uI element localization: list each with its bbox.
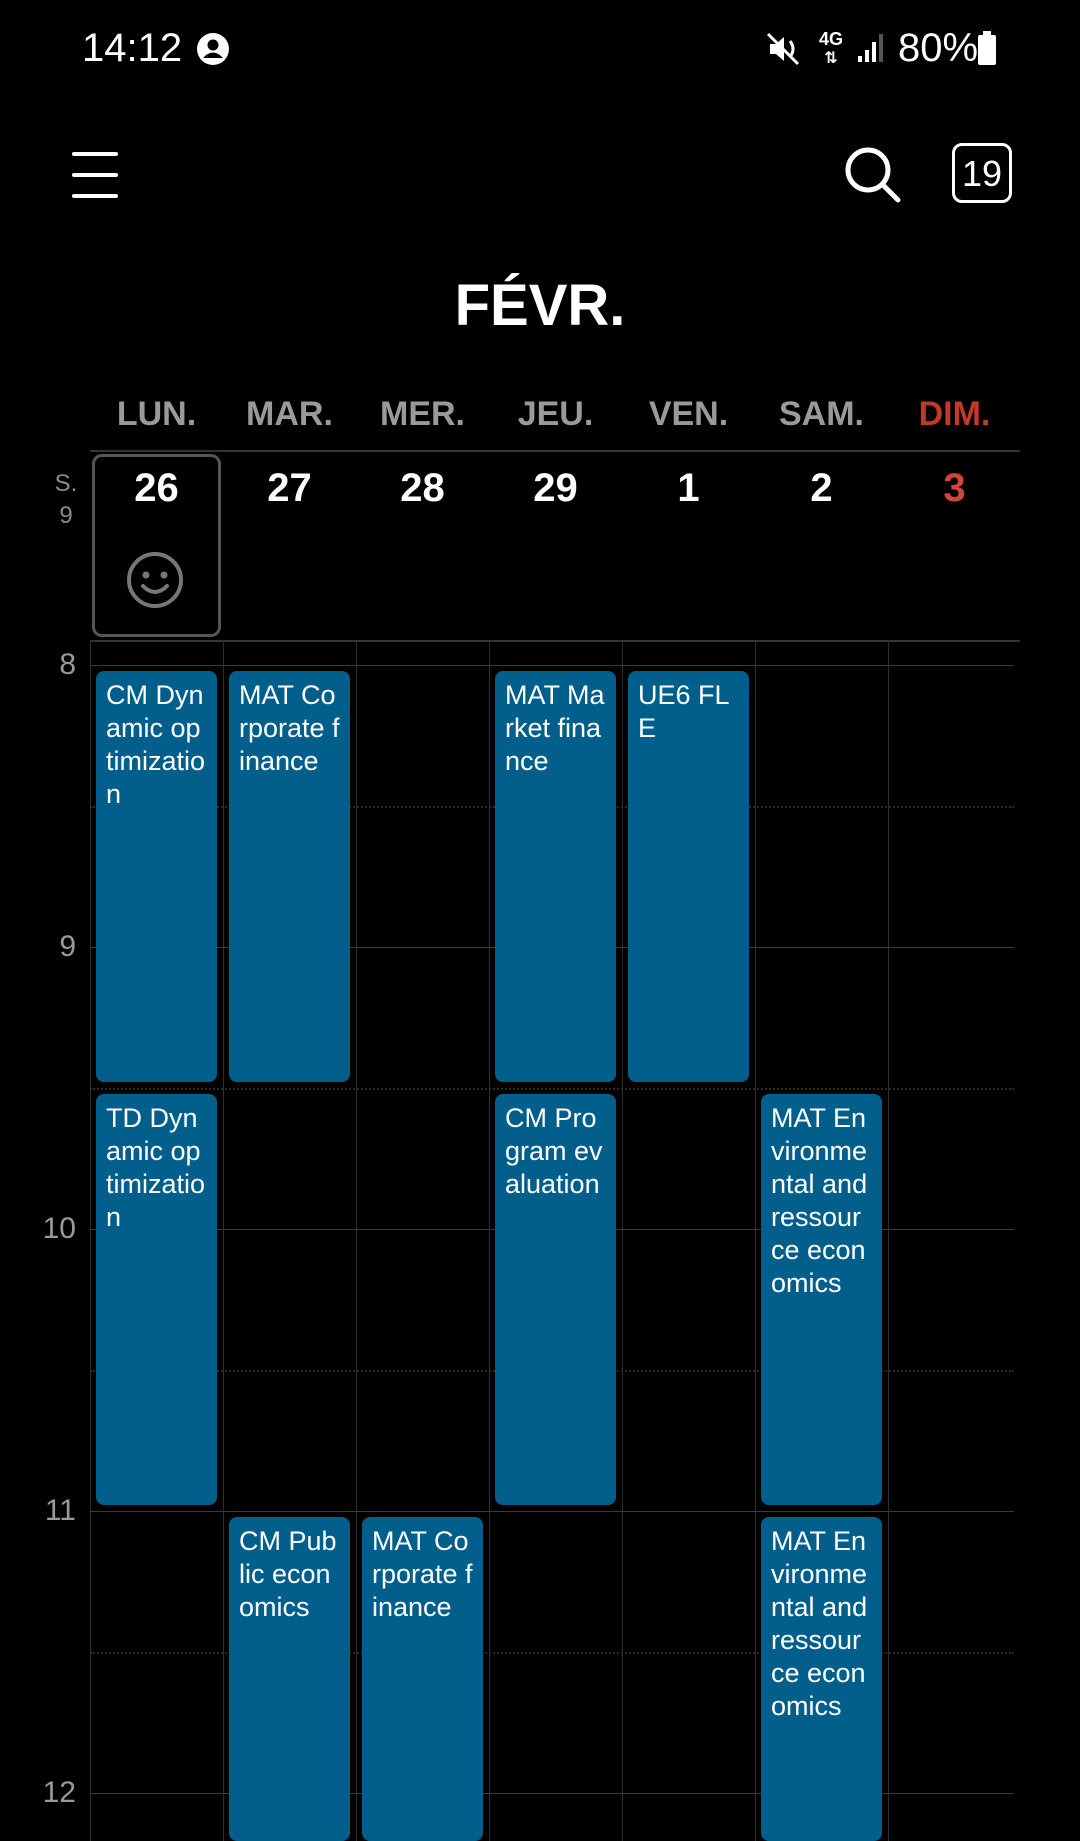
day-name-tue: MAR. <box>246 395 333 433</box>
hour-label: 9 <box>59 930 76 963</box>
day-num-sun[interactable]: 3 <box>943 466 966 510</box>
header-divider <box>90 450 1020 452</box>
network-4g-icon: 4G ⇅ <box>818 29 843 67</box>
event-block[interactable]: MAT Corporate finance <box>362 1517 483 1841</box>
hour-label: 11 <box>44 1494 76 1527</box>
grid-column-line <box>90 640 91 1841</box>
battery-icon <box>978 31 996 65</box>
account-icon <box>197 33 229 65</box>
half-hour-line <box>90 1652 1014 1654</box>
hour-line <box>90 1793 1014 1794</box>
smiley-icon <box>127 552 183 608</box>
event-block[interactable]: TD Dynamic optimization <box>96 1094 217 1505</box>
grid-column-line <box>755 640 756 1841</box>
event-block[interactable]: MAT Market finance <box>495 671 616 1082</box>
grid-column-line <box>356 640 357 1841</box>
network-label: 4G <box>818 29 843 49</box>
day-num-thu[interactable]: 29 <box>533 466 578 510</box>
day-name-sat: SAM. <box>779 395 864 433</box>
day-num-mon[interactable]: 26 <box>134 466 179 510</box>
event-block[interactable]: MAT Corporate finance <box>229 671 350 1082</box>
day-num-wed[interactable]: 28 <box>400 466 445 510</box>
event-block[interactable]: MAT Environmental and ressource economic… <box>761 1517 882 1841</box>
signal-icon <box>858 34 883 62</box>
grid-column-line <box>489 640 490 1841</box>
grid-column-line <box>622 640 623 1841</box>
menu-icon <box>72 152 118 156</box>
month-title: FÉVR. <box>454 273 626 338</box>
hour-line <box>90 665 1014 666</box>
today-highlight[interactable] <box>92 454 221 637</box>
week-number: S. 9 <box>54 470 78 529</box>
event-block[interactable]: CM Public economics <box>229 1517 350 1841</box>
event-block[interactable]: MAT Environmental and ressource economic… <box>761 1094 882 1505</box>
battery-level: 80% <box>898 26 979 70</box>
hour-line <box>90 1511 1014 1512</box>
event-block[interactable]: UE6 FLE <box>628 671 749 1082</box>
mute-icon <box>766 32 800 66</box>
hour-label: 10 <box>42 1212 76 1245</box>
half-hour-line <box>90 1088 1014 1090</box>
day-name-thu: JEU. <box>517 395 594 433</box>
day-num-tue[interactable]: 27 <box>267 466 312 510</box>
hour-label: 12 <box>42 1776 76 1809</box>
day-name-sun: DIM. <box>918 395 991 433</box>
search-icon[interactable] <box>838 140 908 210</box>
event-block[interactable]: CM Program evaluation <box>495 1094 616 1505</box>
day-name-mon: LUN. <box>116 395 197 433</box>
day-num-sat[interactable]: 2 <box>810 466 833 510</box>
day-num-fri[interactable]: 1 <box>677 466 700 510</box>
status-time: 14:12 <box>82 26 183 70</box>
grid-column-line <box>888 640 889 1841</box>
menu-button[interactable] <box>60 140 130 210</box>
grid-column-line <box>223 640 224 1841</box>
day-name-wed: MER. <box>380 395 465 433</box>
event-block[interactable]: CM Dynamic optimization <box>96 671 217 1082</box>
hour-label: 8 <box>59 648 76 681</box>
calendar-today-icon[interactable]: 19 <box>952 143 1012 203</box>
day-name-fri: VEN. <box>648 395 729 433</box>
grid-top-divider <box>90 640 1020 642</box>
